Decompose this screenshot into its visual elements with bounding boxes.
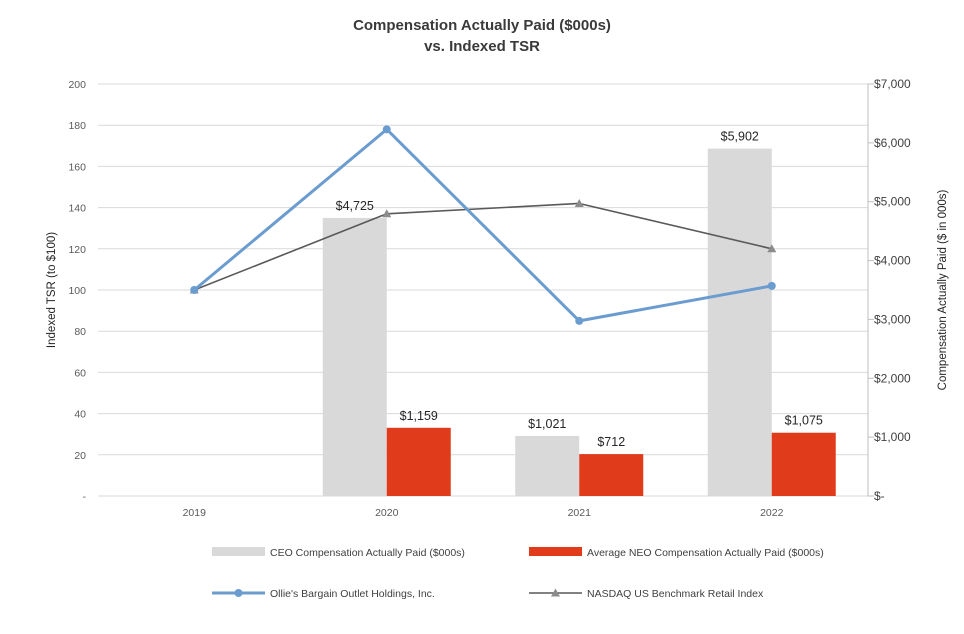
- right-tick-label: $3,000: [874, 312, 911, 326]
- x-tick-label: 2022: [760, 507, 784, 519]
- data-labels: $4,725 $1,021 $5,902 $1,159 $712 $1,075: [336, 130, 823, 449]
- left-tick-label: 100: [68, 285, 86, 297]
- left-tick-label: -: [83, 491, 87, 503]
- legend-label: CEO Compensation Actually Paid ($000s): [270, 547, 465, 559]
- left-tick-label: 60: [74, 367, 86, 379]
- legend-marker: [551, 588, 560, 597]
- legend-label: Ollie's Bargain Outlet Holdings, Inc.: [270, 588, 435, 600]
- chart-title-line1: Compensation Actually Paid ($000s): [353, 17, 611, 34]
- ollies-line: [193, 127, 773, 323]
- ceo-bar: [515, 435, 580, 496]
- ollies-point: [190, 286, 199, 294]
- legend-label: Average NEO Compensation Actually Paid (…: [587, 547, 824, 559]
- ollies-point: [767, 281, 776, 290]
- left-tick-label: 20: [74, 450, 86, 462]
- bar-series: [322, 148, 836, 497]
- right-tick-label: $2,000: [874, 371, 911, 385]
- ollies-point: [575, 316, 584, 325]
- left-tick-label: 120: [68, 244, 86, 256]
- neo-bar: [579, 454, 644, 496]
- left-tick-label: 160: [68, 161, 86, 173]
- right-tick-label: $4,000: [874, 254, 911, 268]
- neo-bar-label: $1,075: [785, 414, 823, 428]
- right-tick-label: $7,000: [874, 77, 911, 91]
- neo-bar-label: $712: [597, 435, 625, 449]
- ceo-bar-label: $1,021: [528, 417, 566, 431]
- legend-marker: [234, 589, 243, 597]
- left-tick-label: 180: [68, 120, 86, 132]
- left-tick-label: 200: [68, 79, 86, 91]
- nasdaq-point: [574, 198, 584, 207]
- right-tick-label: $5,000: [874, 195, 911, 209]
- neo-bar-label: $1,159: [400, 409, 438, 423]
- right-tick-label: $6,000: [874, 136, 911, 150]
- line-series: [189, 125, 777, 325]
- gridlines: [98, 83, 868, 497]
- legend-swatch: [212, 547, 265, 556]
- ollies-point: [382, 125, 391, 134]
- neo-bar: [771, 432, 836, 496]
- right-tick-label: $1,000: [874, 430, 911, 444]
- ceo-bar: [322, 217, 387, 496]
- right-axis-title: Compensation Actually Paid ($ in 000s): [937, 189, 949, 390]
- ceo-bar-label: $4,725: [336, 199, 374, 213]
- left-tick-label: 80: [74, 326, 86, 338]
- nasdaq-line: [193, 202, 772, 291]
- neo-bar: [386, 427, 451, 496]
- chart-title-line2: vs. Indexed TSR: [424, 38, 540, 55]
- left-axis-title: Indexed TSR (to $100): [46, 232, 58, 348]
- nasdaq-point: [767, 244, 777, 253]
- x-tick-label: 2019: [183, 507, 207, 519]
- right-tick-label: $-: [874, 489, 885, 503]
- nasdaq-point: [382, 209, 392, 218]
- left-axis: - 20 40 60 80 100 120 140 160 180 200: [68, 79, 86, 503]
- x-tick-label: 2021: [568, 507, 592, 519]
- legend-swatch: [529, 547, 582, 556]
- ceo-bar: [707, 148, 772, 497]
- x-axis: 2019 2020 2021 2022: [183, 507, 784, 519]
- left-tick-label: 140: [68, 203, 86, 215]
- legend-label: NASDAQ US Benchmark Retail Index: [587, 588, 764, 600]
- right-axis: $- $1,000 $2,000 $3,000 $4,000 $5,000 $6,000 $7…: [867, 77, 911, 503]
- left-tick-label: 40: [74, 409, 86, 421]
- ceo-bar-label: $5,902: [721, 130, 759, 144]
- x-tick-label: 2020: [375, 507, 399, 519]
- legend: CEO Compensation Actually Paid ($000s) Av…: [212, 547, 824, 600]
